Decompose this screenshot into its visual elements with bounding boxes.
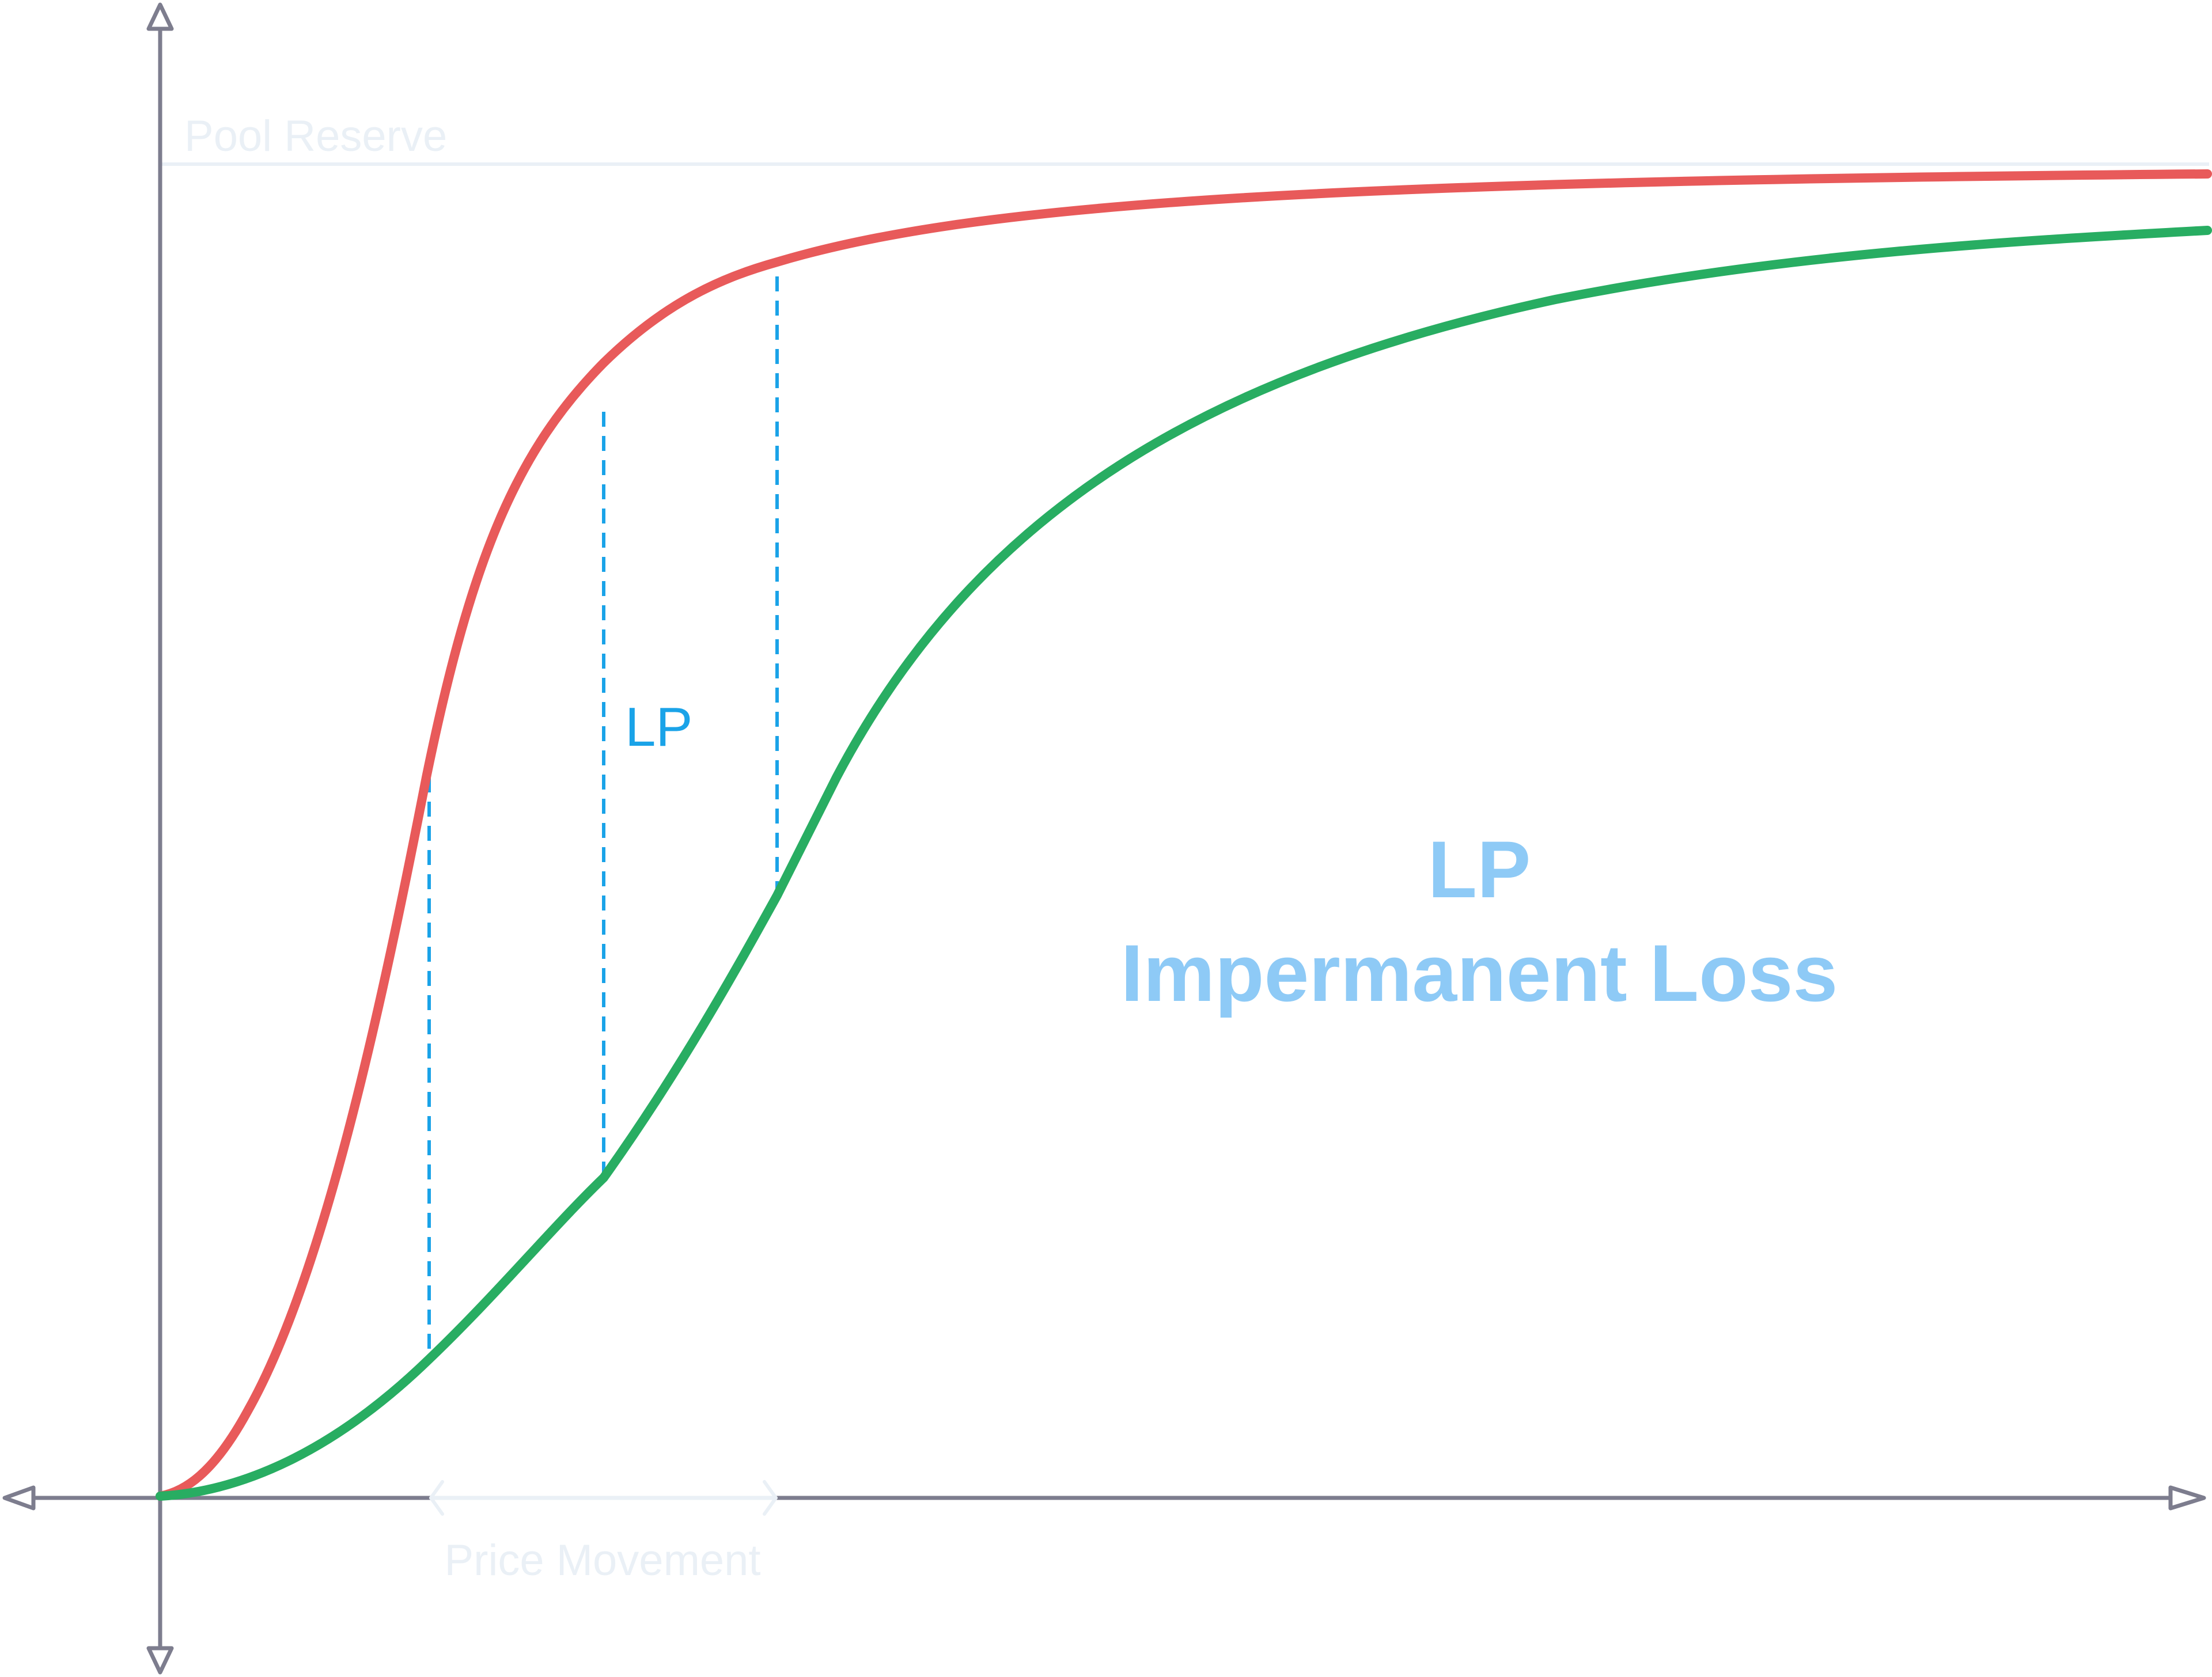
legend-subtitle: Impermanent Loss	[1121, 928, 1838, 1018]
green-curve	[156, 226, 2212, 1501]
x-axis-right-arrow-icon	[2168, 1485, 2206, 1511]
x-axis-left-arrow-icon	[2, 1485, 36, 1511]
y-axis-bottom-arrow-icon	[146, 1646, 174, 1675]
pool-reserve-label: Pool Reserve	[184, 112, 447, 161]
price-movement-label: Price Movement	[444, 1536, 760, 1585]
red-curve	[156, 169, 2212, 1501]
price-movement-left-chevron-icon	[429, 1480, 444, 1516]
gap-lp-label: LP	[625, 696, 692, 758]
price-movement-right-chevron-icon	[763, 1480, 778, 1516]
legend-title: LP	[1428, 824, 1531, 915]
y-axis-top-arrow-icon	[146, 2, 174, 31]
